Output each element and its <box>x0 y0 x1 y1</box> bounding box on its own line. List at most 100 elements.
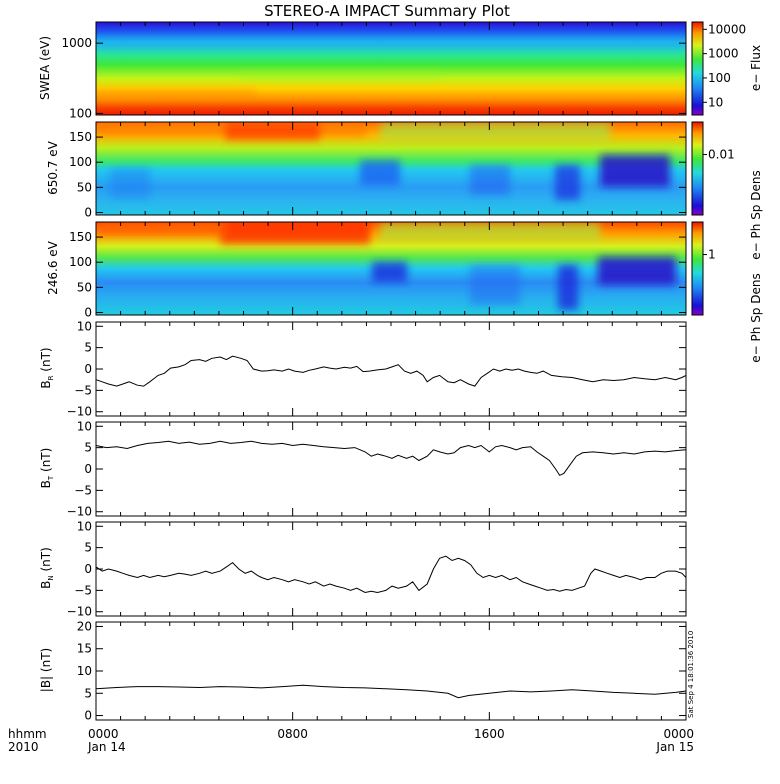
x-corner-label-year: 2010 <box>8 740 39 754</box>
pad650-panel: 650.7 eV 0 50 100 150 0.01 e− Ph Sp Dens <box>46 121 763 260</box>
x-tick-date-label: Jan 15 <box>655 740 694 754</box>
pad650-dark-patch <box>600 155 670 187</box>
pad246-hot-patch <box>220 222 370 244</box>
y-tick-label: 5 <box>84 686 92 700</box>
colorbar-tick-label: 10000 <box>708 22 746 36</box>
pad650-colorbar-ticks: 0.01 <box>703 148 735 162</box>
y-tick-label: 5 <box>84 541 92 555</box>
y-tick-label: 0 <box>84 305 92 319</box>
bt-ylabel: BT (nT) <box>39 448 55 489</box>
y-tick-label: 50 <box>77 180 92 194</box>
y-tick-label: 0 <box>84 362 92 376</box>
y-tick-label: −5 <box>74 483 92 497</box>
pad650-ylabel: 650.7 eV <box>46 140 60 195</box>
y-tick-label: −10 <box>67 605 92 619</box>
br-series-line <box>95 355 687 387</box>
y-tick-label: 1000 <box>61 36 92 50</box>
bmag-yticks: 0 5 10 15 20 <box>77 619 686 723</box>
bn-panel: −10 −5 0 5 10 BN (nT) <box>39 519 687 619</box>
bn-yticks: −10 −5 0 5 10 <box>67 519 686 619</box>
y-tick-label: 10 <box>77 419 92 433</box>
x-tick-label: 0000 <box>88 727 119 741</box>
colorbar-tick-label: 100 <box>708 71 731 85</box>
pad650-colorbar <box>691 121 704 216</box>
y-tick-label: 0 <box>84 709 92 723</box>
br-ylabel: BR (nT) <box>39 347 55 388</box>
y-tick-label: 0 <box>84 205 92 219</box>
swea-colorbar <box>691 21 704 116</box>
x-corner-label-hhmm: hhmm <box>8 727 47 741</box>
x-tick-label: 1600 <box>474 727 505 741</box>
y-tick-label: 10 <box>77 664 92 678</box>
pad650-dark-patch <box>555 165 580 200</box>
y-tick-label: 100 <box>69 255 92 269</box>
y-tick-label: 15 <box>77 642 92 656</box>
bmag-panel: 0 5 10 15 20 |B| (nT) Sat Sep 4 18:01:36 201… <box>39 619 695 722</box>
bt-series-line <box>95 440 687 477</box>
chart-title: STEREO-A IMPACT Summary Plot <box>264 2 510 20</box>
pad246-colorbar-ticks: 1 <box>703 248 716 262</box>
x-tick-label: 0800 <box>277 727 308 741</box>
y-tick-label: 20 <box>77 619 92 633</box>
y-tick-label: −5 <box>74 583 92 597</box>
y-tick-label: 100 <box>69 155 92 169</box>
pad246-dark-patch <box>372 262 407 282</box>
pad246-dark-patch <box>470 265 520 305</box>
pad650-cool-patch <box>380 122 610 140</box>
bn-series-line <box>95 555 687 594</box>
colorbar-tick-label: 0.01 <box>708 148 735 162</box>
pad650-yticks: 0 50 100 150 <box>69 130 686 219</box>
swea-heatmap <box>96 22 686 115</box>
colorbar-tick-label: 1 <box>708 248 716 262</box>
y-tick-label: 0 <box>84 462 92 476</box>
y-tick-label: 5 <box>84 341 92 355</box>
pad246-yticks: 0 50 100 150 <box>69 230 686 319</box>
x-tick-date-label: Jan 14 <box>87 740 126 754</box>
pad650-colorbar-label: e− Ph Sp Dens <box>749 170 763 259</box>
pad246-colorbar <box>691 221 704 316</box>
bt-yticks: −10 −5 0 5 10 <box>67 419 686 519</box>
x-tick-label: 0000 <box>663 727 694 741</box>
pad246-ylabel: 246.6 eV <box>46 240 60 295</box>
br-yticks: −10 −5 0 5 10 <box>67 319 686 419</box>
y-tick-label: 10 <box>77 519 92 533</box>
y-tick-label: −10 <box>67 505 92 519</box>
pad246-hot-patch <box>96 222 226 236</box>
swea-colorbar-ticks: 10 100 1000 10000 <box>703 22 746 109</box>
y-tick-label: −10 <box>67 405 92 419</box>
y-tick-label: 50 <box>77 280 92 294</box>
timestamp: Sat Sep 4 18:01:36 2010 <box>687 631 695 718</box>
br-panel: −10 −5 0 5 10 BR (nT) <box>39 319 687 419</box>
y-tick-label: 5 <box>84 441 92 455</box>
pad650-dark-patch <box>360 160 400 185</box>
bt-frame <box>95 421 687 517</box>
swea-colorbar-label: e− Flux <box>749 45 763 91</box>
br-frame <box>95 321 687 417</box>
colorbar-tick-label: 1000 <box>708 47 739 61</box>
pad246-panel: 246.6 eV 0 50 100 150 1 e− Ph Sp Dens <box>46 221 763 363</box>
swea-panel: SWEA (eV) 100 1000 10 100 1000 10000 e− Flux <box>38 21 763 120</box>
swea-yticks: 100 1000 <box>61 36 686 120</box>
y-tick-label: 10 <box>77 319 92 333</box>
colorbar-tick-label: 10 <box>708 95 723 109</box>
swea-texture-band <box>96 40 686 48</box>
swea-texture-band <box>240 72 440 78</box>
pad650-dark-patch <box>110 168 150 198</box>
y-tick-label: 150 <box>69 230 92 244</box>
bn-frame <box>95 521 687 617</box>
bmag-series-line <box>95 684 687 699</box>
y-tick-label: 150 <box>69 130 92 144</box>
pad246-dark-patch <box>558 265 578 310</box>
y-tick-label: 100 <box>69 106 92 120</box>
pad246-cool-patch <box>380 222 600 240</box>
bn-ylabel: BN (nT) <box>39 547 55 589</box>
y-tick-label: −5 <box>74 383 92 397</box>
pad650-dark-patch <box>470 165 510 195</box>
bmag-frame <box>95 621 687 721</box>
bt-panel: −10 −5 0 5 10 BT (nT) <box>39 419 687 519</box>
swea-texture-band <box>96 90 256 96</box>
swea-ylabel: SWEA (eV) <box>38 36 52 100</box>
pad246-dark-patch <box>598 257 676 285</box>
